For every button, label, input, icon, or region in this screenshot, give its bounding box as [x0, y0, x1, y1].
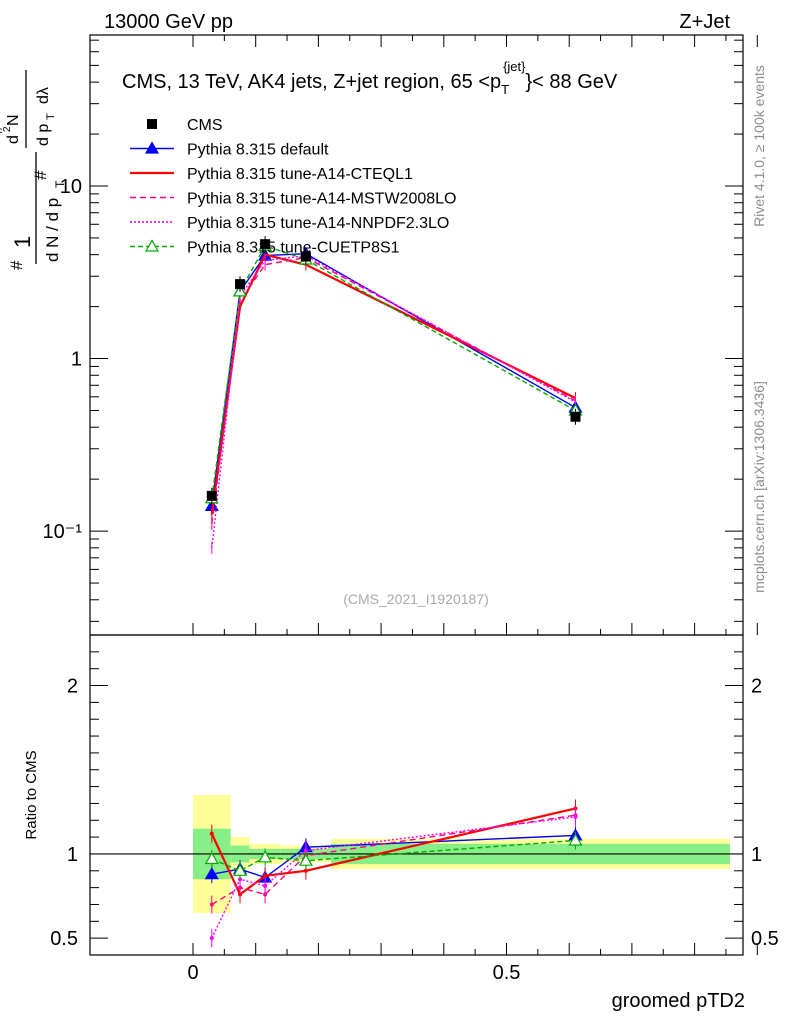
y-axis-label: # 1 d N / d p T # d 2 N d p T dλ #	[0, 70, 67, 270]
legend-marker-cms	[147, 119, 157, 129]
ratio-tick-label-right: 2	[751, 676, 762, 698]
svg-text:T: T	[45, 113, 57, 120]
series-line	[211, 253, 576, 506]
ratio-tick-label-right: 0.5	[751, 928, 779, 950]
ratio-series	[204, 799, 583, 948]
svg-text:#: #	[31, 170, 50, 180]
ratio-point	[258, 850, 273, 863]
mc-series	[204, 238, 583, 554]
ratio-y-label: Ratio to CMS	[23, 750, 40, 839]
legend-label: Pythia 8.315 tune-CUETP8S1	[187, 240, 400, 257]
svg-text:1: 1	[10, 236, 35, 248]
data-point	[570, 411, 581, 422]
ratio-point	[209, 902, 214, 907]
ratio-panel-frame	[89, 634, 744, 956]
legend-label: Pythia 8.315 tune-A14-MSTW2008LO	[187, 191, 456, 208]
plot-frames	[89, 34, 744, 956]
ratio-point	[204, 851, 219, 865]
data-point	[235, 279, 246, 290]
svg-text:dλ: dλ	[35, 87, 52, 104]
data-point	[260, 239, 271, 250]
ratio-tick-label: 0.5	[50, 928, 78, 950]
y-tick-label: 10⁻¹	[43, 521, 83, 543]
y-tick-label: 1	[71, 349, 82, 371]
data-point	[206, 490, 217, 501]
ratio-point	[209, 831, 214, 836]
svg-text:N: N	[5, 114, 22, 126]
ratio-tick-label-right: 1	[751, 844, 762, 866]
svg-text:#: #	[7, 260, 26, 270]
legend-label: CMS	[187, 117, 223, 134]
side-text-mcplots: mcplots.cern.ch [arXiv:1306.3436]	[751, 381, 767, 593]
ratio-point	[209, 936, 214, 941]
data-point	[300, 251, 311, 262]
legend: CMS Pythia 8.315 default Pythia 8.315 tune…	[130, 117, 456, 257]
ratio-line	[211, 814, 576, 906]
ratio-point	[204, 866, 219, 880]
ratio-point	[303, 868, 308, 873]
ratio-point	[573, 814, 578, 819]
series-line	[211, 254, 576, 548]
cms-data-points	[206, 236, 581, 504]
watermark: (CMS_2021_I1920187)	[343, 591, 489, 607]
header-right: Z+Jet	[679, 11, 730, 33]
svg-text:d: d	[5, 135, 22, 144]
legend-label: Pythia 8.315 tune-A14-NNPDF2.3LO	[187, 215, 449, 232]
svg-text:d N / d p: d N / d p	[43, 198, 62, 262]
svg-text:2: 2	[2, 126, 13, 132]
legend-marker	[144, 239, 160, 252]
side-text-rivet: Rivet 4.1.0, ≥ 100k events	[751, 65, 767, 227]
ratio-point	[303, 848, 308, 853]
ratio-point	[232, 863, 248, 876]
header-left: 13000 GeV pp	[104, 11, 233, 33]
ratio-point	[263, 873, 268, 878]
y-tick-label: 10	[60, 176, 82, 198]
x-axis-label: groomed pTD2	[612, 990, 745, 1012]
legend-label: Pythia 8.315 default	[187, 142, 329, 159]
series-line	[210, 253, 576, 515]
series-line	[211, 256, 576, 525]
ratio-point	[298, 853, 313, 866]
x-tick-label: 0	[187, 962, 198, 984]
svg-text:#: #	[0, 125, 6, 134]
svg-text:T: T	[53, 180, 67, 188]
ratio-point	[263, 883, 268, 888]
ratio-tick-label: 1	[67, 844, 78, 866]
ratio-point	[568, 833, 583, 846]
ratio-tick-label: 2	[67, 676, 78, 698]
chart-title: CMS, 13 TeV, AK4 jets, Z+jet region, 65 …	[122, 59, 618, 97]
data-uncertainty-bands	[90, 795, 743, 913]
svg-text:d p: d p	[35, 124, 52, 146]
legend-label: Pythia 8.315 tune-A14-CTEQL1	[187, 166, 413, 183]
legend-marker	[144, 141, 160, 154]
x-tick-label: 0.5	[493, 962, 521, 984]
